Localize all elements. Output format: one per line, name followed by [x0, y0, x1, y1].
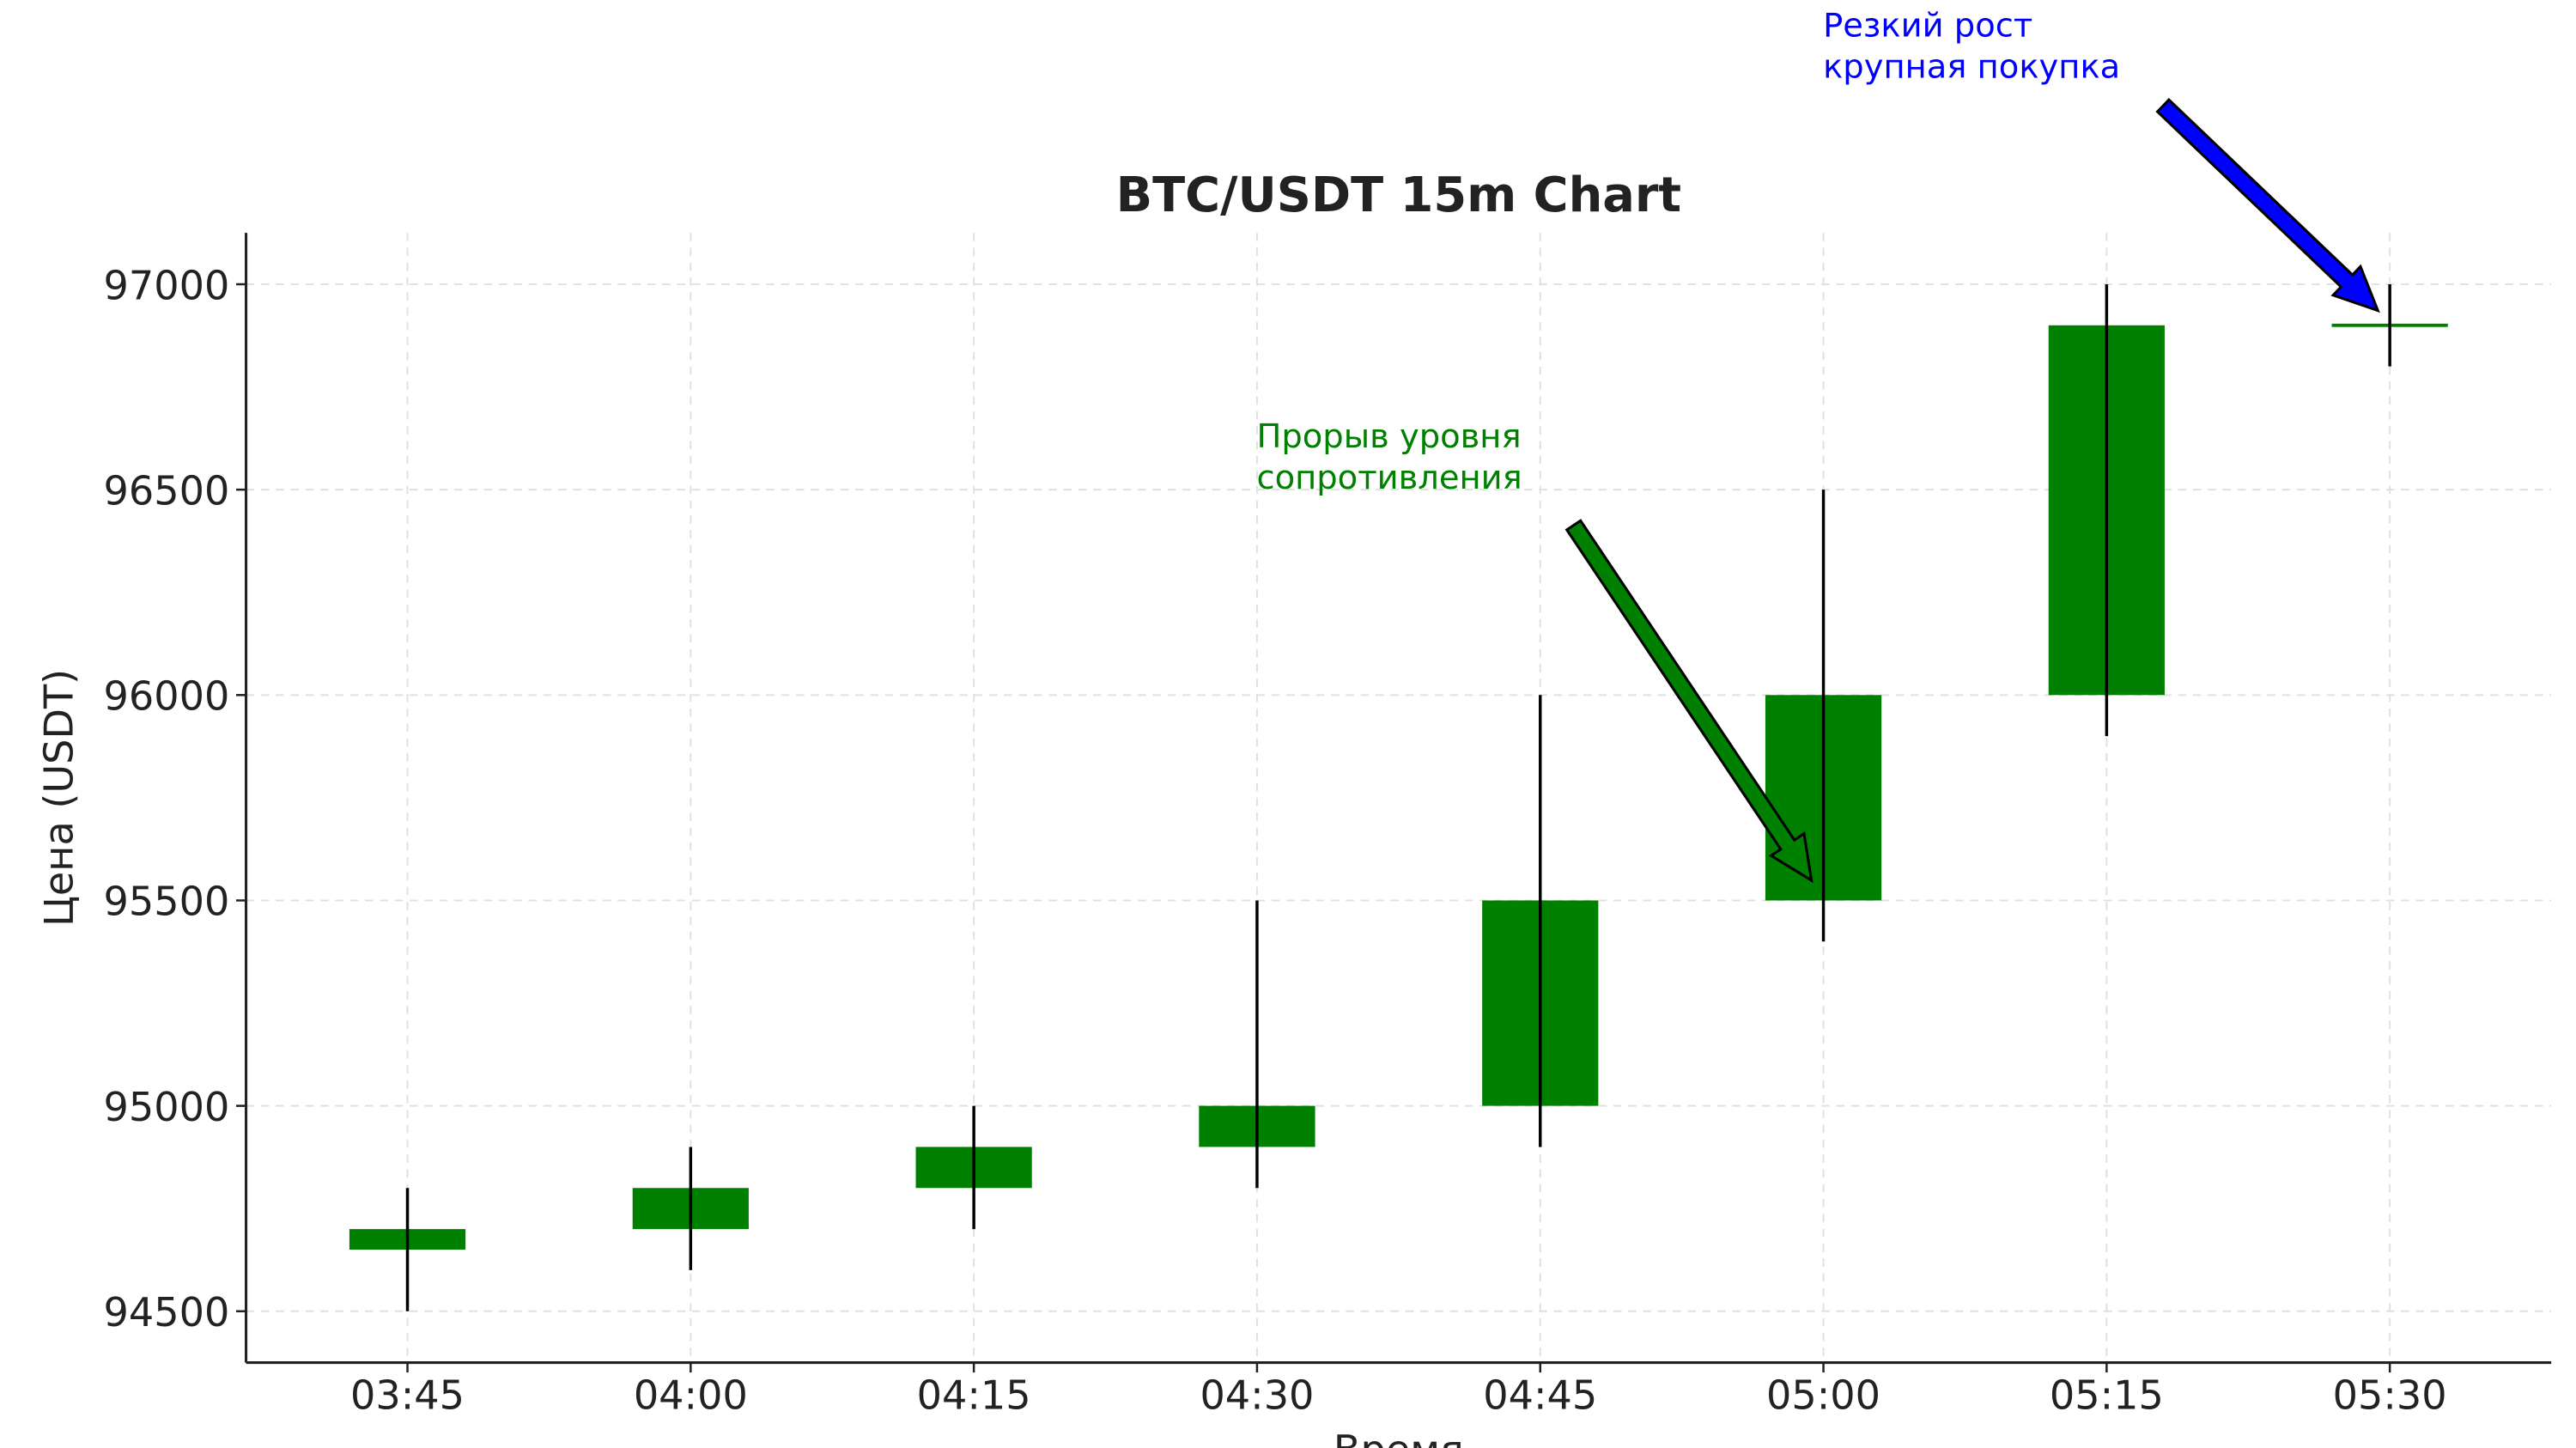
x-tick-label: 05:30	[2333, 1372, 2447, 1418]
annotation-text: Прорыв уровня	[1256, 417, 1521, 456]
x-tick-label: 04:45	[1483, 1372, 1597, 1418]
x-tick-label: 05:15	[2050, 1372, 2164, 1418]
x-tick-label: 04:30	[1200, 1372, 1314, 1418]
annotation-text: Резкий рост	[1823, 6, 2032, 45]
y-tick-label: 95500	[104, 879, 230, 925]
annotation-arrow	[2155, 97, 2380, 313]
chart-title: BTC/USDT 15m Chart	[1116, 167, 1681, 223]
y-tick-label: 97000	[104, 262, 230, 308]
x-tick-label: 05:00	[1766, 1372, 1880, 1418]
x-tick-label: 03:45	[350, 1372, 465, 1418]
x-tick-label: 04:00	[634, 1372, 748, 1418]
y-tick-label: 94500	[104, 1289, 230, 1335]
annotation-text: крупная покупка	[1823, 47, 2120, 86]
annotation-arrow	[1564, 519, 1814, 884]
y-axis-label: Цена (USDT)	[36, 669, 82, 927]
x-axis-label: Время	[1334, 1427, 1464, 1448]
y-tick-label: 96500	[104, 467, 230, 514]
y-tick-label: 96000	[104, 673, 230, 720]
annotation-text: сопротивления	[1256, 459, 1522, 497]
y-tick-label: 95000	[104, 1084, 230, 1130]
x-tick-label: 04:15	[917, 1372, 1031, 1418]
